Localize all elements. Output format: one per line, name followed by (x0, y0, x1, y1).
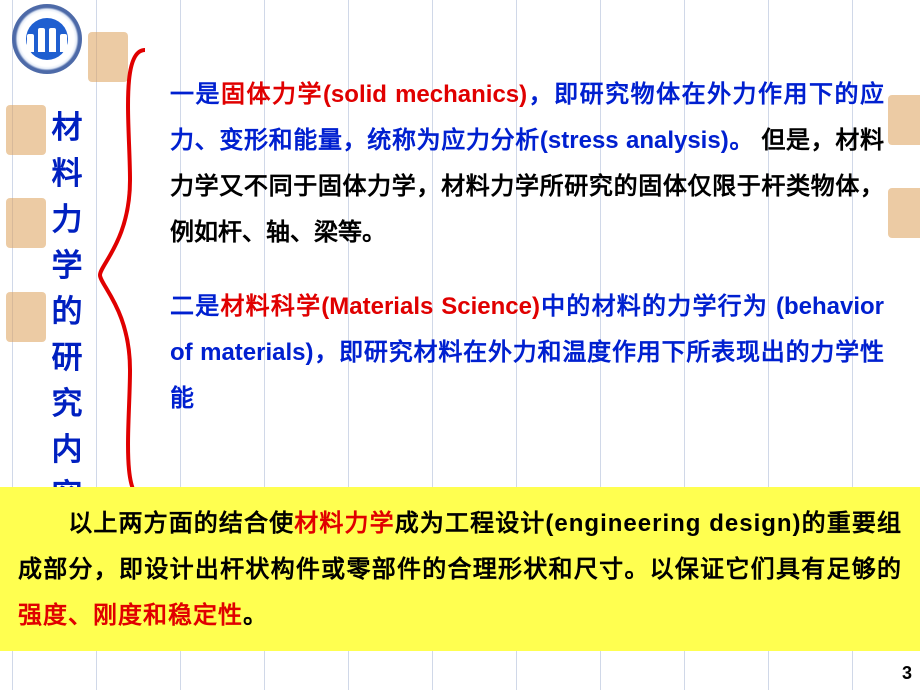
vertical-section-title: 材料力学的研究内容 (48, 105, 86, 519)
decorative-seal (6, 105, 46, 155)
decorative-seal (6, 292, 46, 342)
text-segment: 。 (243, 602, 268, 629)
decorative-seal (6, 198, 46, 248)
text-segment: 一是 (170, 81, 221, 108)
main-content: 一是固体力学(solid mechanics)，即研究物体在外力作用下的应力、变… (170, 72, 884, 422)
page-number: 3 (902, 663, 912, 684)
highlight-summary-box: 以上两方面的结合使材料力学成为工程设计(engineering design)的… (0, 487, 920, 651)
text-segment: 材料科学(Materials Science) (220, 293, 540, 320)
paragraph-materials-science: 二是材料科学(Materials Science)中的材料的力学行为 (beha… (170, 284, 884, 422)
text-segment: 强度、刚度和稳定性 (18, 602, 243, 629)
text-segment: 二是 (170, 293, 220, 320)
university-logo (12, 4, 82, 74)
text-segment: 材料力学 (294, 510, 394, 537)
decorative-seal (888, 95, 920, 145)
curly-brace (90, 40, 160, 510)
decorative-seal (888, 188, 920, 238)
paragraph-solid-mechanics: 一是固体力学(solid mechanics)，即研究物体在外力作用下的应力、变… (170, 72, 884, 256)
text-segment: 以上两方面的结合使 (18, 510, 294, 537)
text-segment: 固体力学(solid mechanics) (221, 81, 527, 108)
